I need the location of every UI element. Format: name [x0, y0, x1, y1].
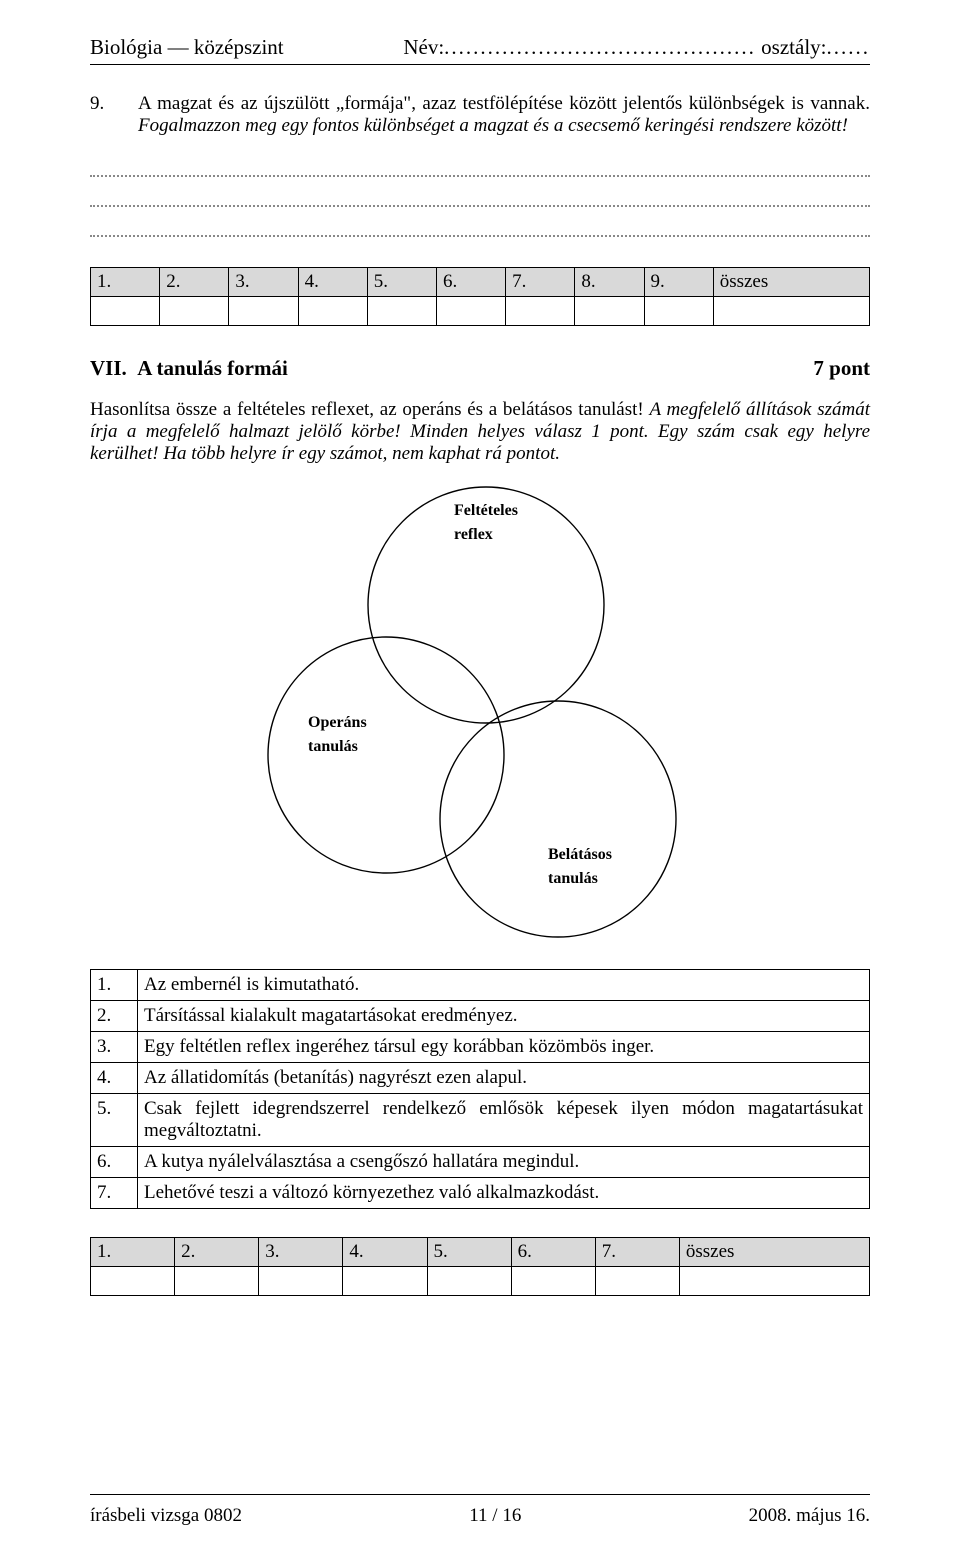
venn-label: reflex: [454, 526, 493, 543]
section-7-title: VII. A tanulás formái 7 pont: [90, 356, 870, 381]
score-col: 1.: [91, 1238, 175, 1267]
venn-label: tanulás: [548, 870, 598, 887]
score-col-total: összes: [713, 268, 869, 297]
statement-text: Az állatidomítás (betanítás) nagyrészt e…: [138, 1063, 870, 1094]
score-value-row: [91, 297, 870, 326]
section-left: VII. A tanulás formái: [90, 356, 288, 381]
score-col: 2.: [175, 1238, 259, 1267]
score-col: 2.: [160, 268, 229, 297]
statement-number: 7.: [91, 1178, 138, 1209]
score-col: 6.: [511, 1238, 595, 1267]
score-col: 1.: [91, 268, 160, 297]
page-footer: írásbeli vizsga 0802 11 / 16 2008. május…: [90, 1488, 870, 1527]
venn-svg: Feltételes reflex Operáns tanulás Belátásos t…: [200, 477, 760, 947]
name-dots: ........................................…: [444, 35, 756, 59]
header-rule: [90, 64, 870, 65]
score-header-row: 1. 2. 3. 4. 5. 6. 7. összes: [91, 1238, 870, 1267]
statement-number: 6.: [91, 1147, 138, 1178]
answer-line[interactable]: [90, 151, 870, 177]
statement-number: 3.: [91, 1032, 138, 1063]
footer-left: írásbeli vizsga 0802: [90, 1505, 242, 1527]
score-col: 3.: [259, 1238, 343, 1267]
venn-circle: [368, 487, 604, 723]
statement-text: A kutya nyálelválasztása a csengőszó hal…: [138, 1147, 870, 1178]
score-col: 4.: [298, 268, 367, 297]
score-col: 9.: [644, 268, 713, 297]
statement-text: Társítással kialakult magatartásokat ere…: [138, 1001, 870, 1032]
section-points: 7 pont: [813, 356, 870, 381]
footer-right: 2008. május 16.: [749, 1505, 870, 1527]
venn-label: Operáns: [308, 714, 367, 731]
statement-number: 5.: [91, 1094, 138, 1147]
score-table-2: 1. 2. 3. 4. 5. 6. 7. összes: [90, 1237, 870, 1296]
class-dots: ......: [827, 35, 871, 59]
statement-text: Csak fejlett idegrendszerrel rendelkező …: [138, 1094, 870, 1147]
venn-circle: [268, 637, 504, 873]
score-col: 7.: [506, 268, 575, 297]
venn-label: Belátásos: [548, 846, 612, 863]
statement-text: Az embernél is kimutatható.: [138, 970, 870, 1001]
score-col: 7.: [595, 1238, 679, 1267]
footer-rule: [90, 1494, 870, 1495]
statement-row: 7.Lehetővé teszi a változó környezethez …: [91, 1178, 870, 1209]
statement-number: 1.: [91, 970, 138, 1001]
score-col: 5.: [427, 1238, 511, 1267]
section-instructions: Hasonlítsa össze a feltételes reflexet, …: [90, 399, 870, 465]
answer-line[interactable]: [90, 211, 870, 237]
statement-row: 6.A kutya nyálelválasztása a csengőszó h…: [91, 1147, 870, 1178]
score-col-total: összes: [679, 1238, 869, 1267]
score-col: 8.: [575, 268, 644, 297]
page-header: Biológia — középszint Név:..............…: [90, 35, 870, 60]
statement-number: 4.: [91, 1063, 138, 1094]
answer-line[interactable]: [90, 181, 870, 207]
score-col: 6.: [436, 268, 505, 297]
statement-text: Egy feltétlen reflex ingeréhez társul eg…: [138, 1032, 870, 1063]
header-subject: Biológia — középszint: [90, 35, 284, 60]
venn-label: Feltételes: [454, 502, 518, 519]
header-name-class: Név:....................................…: [403, 35, 870, 60]
question-9: 9. A magzat és az újszülött „formája", a…: [90, 93, 870, 137]
score-table-1: 1. 2. 3. 4. 5. 6. 7. 8. 9. összes: [90, 267, 870, 326]
score-col: 4.: [343, 1238, 427, 1267]
footer-center: 11 / 16: [469, 1505, 521, 1527]
statements-table: 1.Az embernél is kimutatható.2.Társításs…: [90, 969, 870, 1209]
statement-row: 3.Egy feltétlen reflex ingeréhez társul …: [91, 1032, 870, 1063]
score-value-row: [91, 1267, 870, 1296]
q9-number: 9.: [90, 93, 138, 137]
venn-diagram: Feltételes reflex Operáns tanulás Belátásos t…: [90, 477, 870, 947]
venn-label: tanulás: [308, 738, 358, 755]
score-col: 5.: [367, 268, 436, 297]
statement-number: 2.: [91, 1001, 138, 1032]
statement-row: 4.Az állatidomítás (betanítás) nagyrészt…: [91, 1063, 870, 1094]
q9-text: A magzat és az újszülött „formája", azaz…: [138, 93, 870, 137]
score-header-row: 1. 2. 3. 4. 5. 6. 7. 8. 9. összes: [91, 268, 870, 297]
statement-row: 5.Csak fejlett idegrendszerrel rendelkez…: [91, 1094, 870, 1147]
statement-row: 2.Társítással kialakult magatartásokat e…: [91, 1001, 870, 1032]
statement-row: 1.Az embernél is kimutatható.: [91, 970, 870, 1001]
score-col: 3.: [229, 268, 298, 297]
statement-text: Lehetővé teszi a változó környezethez va…: [138, 1178, 870, 1209]
venn-circle: [440, 701, 676, 937]
